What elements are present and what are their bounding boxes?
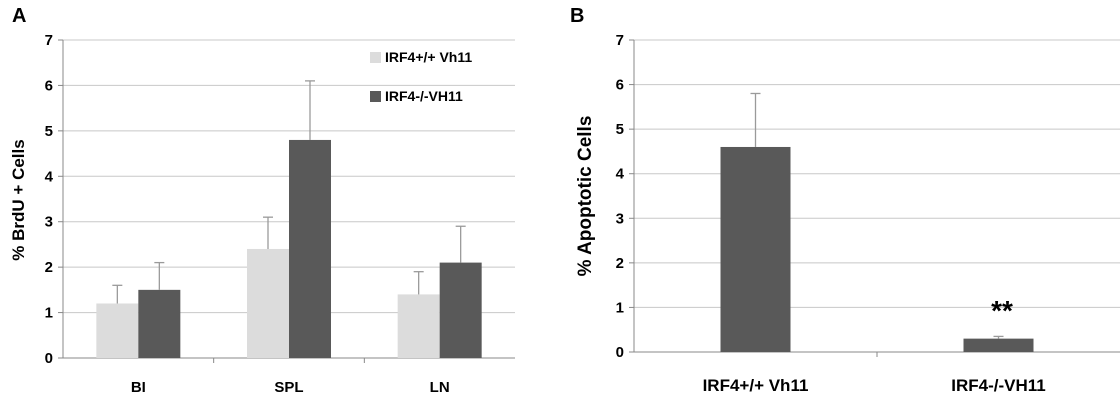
panel-a-y-tick-labels: 0 1 2 3 4 5 6 7	[45, 32, 54, 367]
panel-b: B % Apoptotic Cells 0 1 2 3 4 5 6 7 IRF4+/+ Vh1…	[570, 5, 1120, 395]
y-tick-label-6: 6	[45, 77, 53, 94]
y-tick-label-2: 2	[45, 259, 53, 276]
bar-spl-irf4-vh11	[289, 139, 331, 358]
y-tick-label-0: 0	[616, 344, 624, 361]
legend-label-irf4-ko: IRF4-/-VH11	[385, 88, 463, 104]
panel-a-y-axis-title: % BrdU + Cells	[9, 139, 28, 260]
y-tick-label-1: 1	[616, 299, 624, 316]
y-tick-label-7: 7	[45, 32, 53, 49]
bar-spl-irf4-vh11	[247, 248, 289, 358]
bar-ln-irf4-vh11	[397, 294, 440, 358]
y-tick-label-3: 3	[616, 210, 624, 227]
panel-a-legend: IRF4+/+ Vh11 IRF4-/-VH11	[370, 49, 472, 104]
y-tick-label-0: 0	[45, 350, 53, 367]
panel-b-y-tick-labels: 0 1 2 3 4 5 6 7	[616, 32, 625, 361]
significance-annotation: **	[991, 295, 1013, 326]
panel-a-bars	[96, 80, 482, 358]
legend-swatch-irf4-ko	[370, 91, 381, 102]
x-tick-label-irf4-vh11: IRF4-/-VH11	[951, 376, 1045, 395]
legend-label-irf4-wt: IRF4+/+ Vh11	[385, 49, 472, 65]
y-tick-label-6: 6	[616, 77, 624, 94]
y-tick-label-4: 4	[45, 168, 54, 185]
y-tick-label-5: 5	[45, 123, 53, 140]
panel-b-y-axis-title: % Apoptotic Cells	[575, 116, 596, 277]
y-tick-label-1: 1	[45, 305, 53, 322]
y-tick-label-3: 3	[45, 214, 53, 231]
legend-swatch-irf4-wt	[370, 52, 381, 63]
y-tick-label-5: 5	[616, 121, 624, 138]
y-tick-label-7: 7	[616, 32, 624, 49]
x-tick-label-irf4-vh11: IRF4+/+ Vh11	[703, 376, 809, 395]
x-tick-label-bi: BI	[131, 379, 146, 396]
y-tick-label-2: 2	[616, 255, 624, 272]
x-tick-label-spl: SPL	[274, 379, 303, 396]
panel-a-letter: A	[12, 5, 26, 27]
panel-b-x-tick-labels: IRF4+/+ Vh11 IRF4-/-VH11	[703, 376, 1046, 395]
panel-a-x-tick-labels: BI SPL LN	[131, 379, 450, 396]
bar-irf4-vh11-series-0	[720, 146, 791, 352]
panel-b-gridlines	[629, 39, 1120, 357]
bar-ln-irf4-vh11	[439, 262, 482, 358]
bar-bi-irf4-vh11	[96, 303, 139, 358]
panel-b-bars	[720, 92, 1034, 352]
x-tick-label-ln: LN	[430, 379, 450, 396]
bar-bi-irf4-vh11	[138, 289, 181, 358]
panel-b-letter: B	[570, 5, 584, 27]
bar-irf4-vh11-series-0	[963, 338, 1034, 352]
y-tick-label-4: 4	[616, 166, 625, 183]
panel-a: A % BrdU + Cells 0 1 2 3 4 5 6 7 BI SPL LN IRF4+/…	[9, 5, 515, 396]
